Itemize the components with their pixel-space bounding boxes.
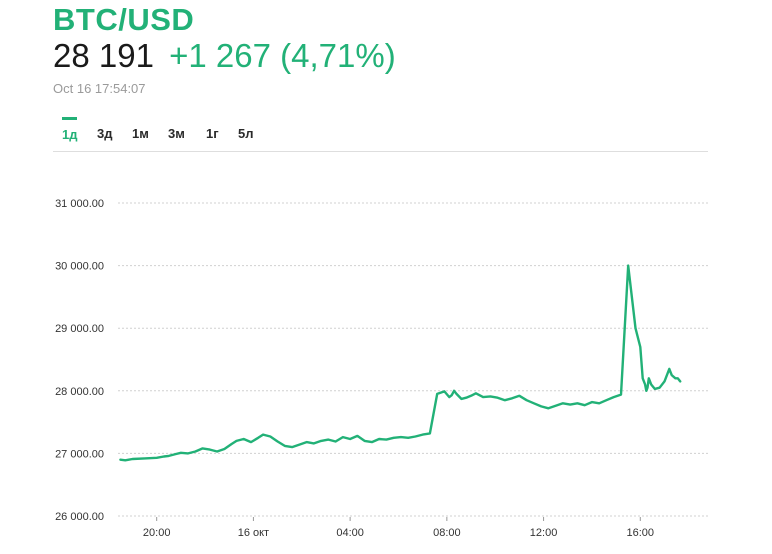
y-tick-label: 27 000.00 [55,448,104,460]
tab-1y[interactable]: 1г [206,126,219,141]
ticker-symbol: BTC/USD [53,2,195,37]
y-tick-label: 31 000.00 [55,198,104,210]
x-tick-label: 20:00 [143,527,171,539]
y-tick-label: 26 000.00 [55,511,104,523]
tab-5y[interactable]: 5л [238,126,254,141]
quote-timestamp: Oct 16 17:54:07 [53,81,146,96]
y-grid: 31 000.00 30 000.00 29 000.00 28 000.00 27 0… [55,198,708,523]
y-tick-label: 29 000.00 [55,323,104,335]
price-change: +1 267 (4,71%) [169,37,396,74]
period-tabs: 1д 3д 1м 3м 1г 5л [53,117,708,152]
tab-3d[interactable]: 3д [97,126,113,141]
price-row: 28 191 +1 267 (4,71%) [53,37,396,75]
x-tick-label: 12:00 [530,527,558,539]
x-tick-label: 04:00 [336,527,364,539]
price-line [119,264,682,462]
tab-1m[interactable]: 1м [132,126,149,141]
x-tick-label: 16:00 [627,527,655,539]
tab-3m[interactable]: 3м [168,126,185,141]
x-tick-label: 08:00 [433,527,461,539]
current-price: 28 191 [53,37,154,74]
x-tick-label: 16 окт [238,527,269,539]
y-tick-label: 28 000.00 [55,386,104,398]
y-tick-label: 30 000.00 [55,261,104,273]
x-axis: 20:00 16 окт 04:00 08:00 12:00 16:00 [143,517,654,539]
tab-1d[interactable]: 1д [62,117,78,154]
